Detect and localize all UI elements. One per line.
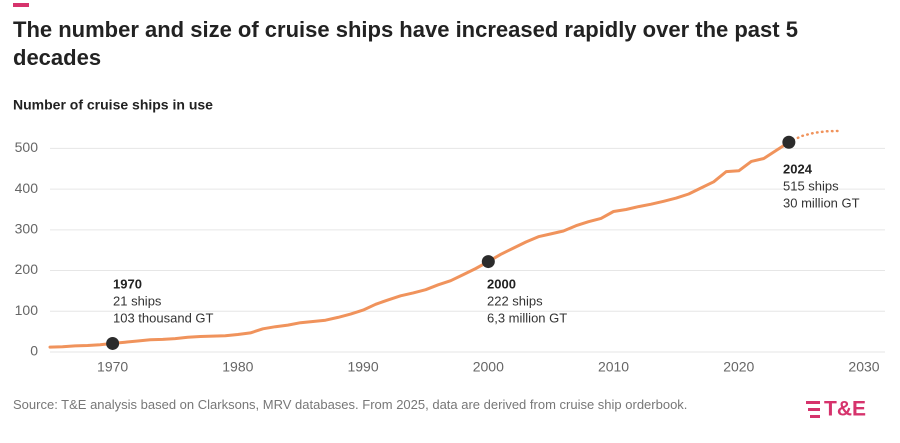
annotation-text: 222 ships [487,293,543,308]
annotation-text: 21 ships [113,293,162,308]
logo-icon [810,415,820,418]
y-tick-label: 300 [15,221,39,237]
x-tick-label: 1980 [222,359,253,375]
series-line [48,140,791,349]
text-line: The number and size of cruise ships have… [13,17,798,42]
y-tick-label: 0 [30,343,38,359]
y-axis-label: Number of cruise ships in use [13,97,213,113]
x-tick-label: 2020 [723,359,754,375]
y-tick-label: 100 [15,302,39,318]
source: Source: T&E analysis based on Clarksons,… [13,397,687,412]
annotation-text: 30 million GT [783,195,860,210]
annotation-year: 2000 [487,276,516,291]
x-tick-label: 1990 [347,359,378,375]
logo-icon [808,408,820,411]
annotation-text: 515 ships [783,178,839,193]
logo-icon [806,401,820,404]
accent-bar [13,3,29,7]
logo: T&E [806,398,866,421]
y-tick-label: 200 [15,261,39,277]
text-line: decades [13,45,101,70]
y-tick-label: 500 [15,139,39,155]
x-tick-label: 2030 [848,359,879,375]
annotation-year: 1970 [113,276,142,291]
annotation-dot [481,255,495,269]
annotation-dot [782,135,796,149]
y-tick-label: 400 [15,180,39,196]
x-tick-label: 2010 [598,359,629,375]
annotation-year: 2024 [783,161,813,176]
text-line: Source: T&E analysis based on Clarksons,… [13,397,687,412]
annotation-dot [106,336,120,350]
chart-title: The number and size of cruise ships have… [13,17,798,70]
logo-text: T&E [824,398,866,421]
x-tick-label: 2000 [473,359,504,375]
annotation-text: 6,3 million GT [487,310,567,325]
x-tick-label: 1970 [97,359,128,375]
annotation-text: 103 thousand GT [113,310,214,325]
series-line [787,129,841,144]
